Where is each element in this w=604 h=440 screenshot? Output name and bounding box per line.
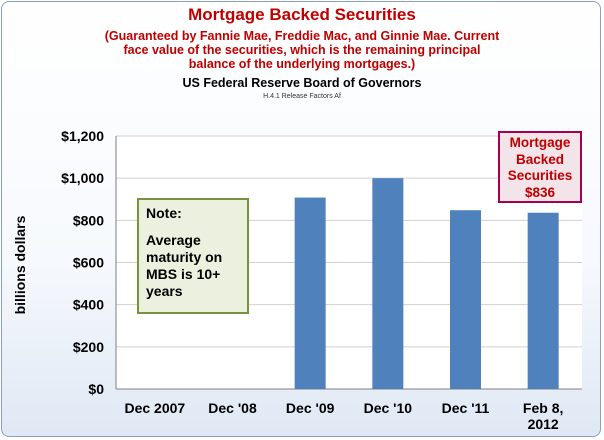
y-tick-label: $0 xyxy=(88,381,104,397)
note-line-1: Average xyxy=(146,232,201,248)
chart-title: Mortgage Backed Securities xyxy=(188,5,416,24)
y-tick-label: $1,200 xyxy=(61,128,104,144)
chart-subtitle: (Guaranteed by Fannie Mae, Freddie Mac, … xyxy=(0,29,604,71)
bar xyxy=(450,210,481,389)
y-tick-label: $800 xyxy=(73,212,104,228)
y-tick-label: $1,000 xyxy=(61,170,104,186)
callout-line-3: Securities xyxy=(507,168,573,183)
callout-line-4: $836 xyxy=(524,184,556,200)
x-tick-label: Dec '09 xyxy=(286,400,335,416)
callout-line-1: Mortgage xyxy=(509,135,571,150)
note-line-4: years xyxy=(146,283,183,299)
x-tick-label: Dec '10 xyxy=(364,400,413,416)
note-line-3: MBS is 10+ xyxy=(146,266,221,282)
x-tick-labels: Dec 2007 Dec '08 Dec '09 Dec '10 Dec '11 Feb … xyxy=(124,400,563,432)
note-line-2: maturity on xyxy=(146,249,223,265)
subtitle-line-1: (Guaranteed by Fannie Mae, Freddie Mac, … xyxy=(104,29,500,43)
y-tick-labels: $0 $200 $400 $600 $800 $1,000 $1,200 xyxy=(61,128,104,397)
subtitle-line-2: face value of the securities, which is t… xyxy=(123,43,481,57)
y-tick-label: $200 xyxy=(73,339,104,355)
x-tick-label: Dec 2007 xyxy=(124,400,185,416)
source-code: H.4.1 Release Factors Af xyxy=(263,93,341,100)
x-tick-label: Dec '08 xyxy=(208,400,257,416)
note-box: Note: Average maturity on MBS is 10+ yea… xyxy=(137,198,249,314)
y-tick-label: $600 xyxy=(73,255,104,271)
x-tick-label: Dec '11 xyxy=(442,400,490,416)
subtitle-line-3: balance of the underlying mortgages.) xyxy=(188,57,416,71)
y-tick-label: $400 xyxy=(73,297,104,313)
bars xyxy=(294,178,559,389)
bar xyxy=(294,197,326,389)
bar xyxy=(372,178,404,389)
latest-value-callout: Mortgage Backed Securities $836 xyxy=(498,131,582,203)
note-heading: Note: xyxy=(146,205,182,221)
callout-line-2: Backed xyxy=(515,151,565,167)
x-tick-label: Feb 8, 2012 xyxy=(523,400,563,432)
bar xyxy=(527,212,559,389)
source-label: US Federal Reserve Board of Governors xyxy=(182,76,422,90)
